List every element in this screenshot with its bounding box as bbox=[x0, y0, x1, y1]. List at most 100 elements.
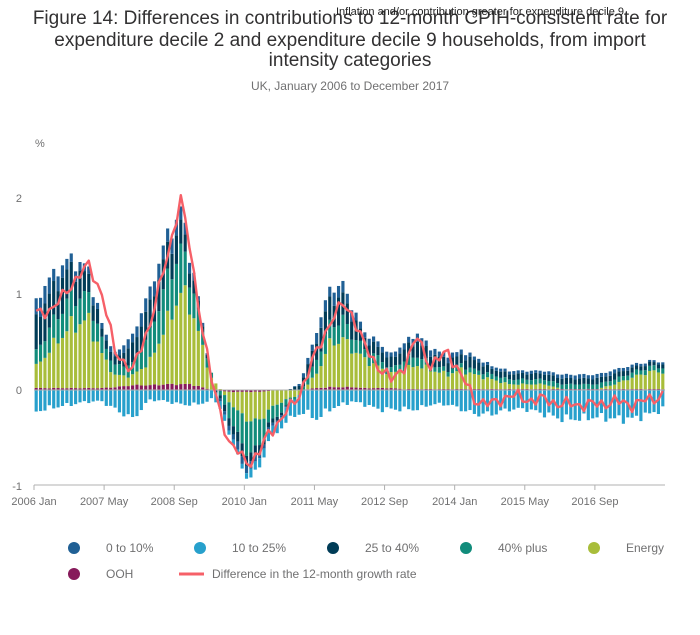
bar-twentyfive-to-forty bbox=[468, 356, 472, 368]
bar-twentyfive-to-forty bbox=[258, 445, 262, 454]
bar-energy bbox=[249, 392, 253, 422]
bar-ooh bbox=[656, 388, 660, 390]
bar-forty-plus bbox=[301, 386, 306, 390]
bar-zero-to-ten bbox=[354, 312, 358, 321]
bar-twentyfive-to-forty bbox=[437, 356, 441, 368]
bar-ten-to-twentyfive bbox=[288, 402, 292, 416]
bar-zero-to-ten bbox=[244, 465, 249, 474]
bar-zero-to-ten bbox=[621, 367, 625, 372]
bar-ten-to-twentyfive bbox=[380, 390, 384, 413]
bar-forty-plus bbox=[148, 327, 152, 357]
bar-zero-to-ten bbox=[358, 321, 363, 329]
bar-energy bbox=[284, 390, 288, 400]
bar-forty-plus bbox=[363, 349, 367, 358]
bar-forty-plus bbox=[639, 370, 643, 375]
bar-forty-plus bbox=[586, 383, 590, 389]
bar-forty-plus bbox=[464, 369, 468, 375]
bar-ten-to-twentyfive bbox=[161, 390, 165, 401]
bar-twentyfive-to-forty bbox=[442, 356, 446, 367]
bar-energy bbox=[608, 385, 612, 390]
bar-forty-plus bbox=[648, 365, 652, 371]
bar-zero-to-ten bbox=[507, 371, 512, 375]
bar-ooh bbox=[231, 390, 235, 393]
bar-forty-plus bbox=[420, 359, 424, 369]
bar-forty-plus bbox=[253, 418, 257, 446]
bar-ten-to-twentyfive bbox=[341, 390, 345, 403]
bar-twentyfive-to-forty bbox=[538, 373, 542, 379]
legend-swatch bbox=[460, 542, 472, 554]
bar-twentyfive-to-forty bbox=[595, 377, 599, 385]
bar-energy bbox=[95, 341, 100, 389]
bar-twentyfive-to-forty bbox=[630, 367, 634, 373]
bar-twentyfive-to-forty bbox=[266, 422, 271, 427]
bar-energy bbox=[214, 383, 218, 390]
bar-ooh bbox=[82, 388, 86, 390]
bar-forty-plus bbox=[152, 321, 157, 353]
bar-zero-to-ten bbox=[494, 367, 498, 371]
bar-forty-plus bbox=[358, 340, 363, 354]
bar-twentyfive-to-forty bbox=[293, 386, 297, 390]
bar-ooh bbox=[363, 387, 367, 390]
bar-forty-plus bbox=[534, 379, 538, 385]
bar-forty-plus bbox=[319, 351, 323, 367]
bar-twentyfive-to-forty bbox=[82, 271, 86, 292]
bar-ooh bbox=[411, 388, 415, 390]
bar-forty-plus bbox=[328, 319, 332, 339]
bar-forty-plus bbox=[39, 344, 43, 362]
legend-label: 0 to 10% bbox=[106, 541, 154, 555]
bar-energy bbox=[481, 379, 485, 390]
bar-twentyfive-to-forty bbox=[43, 303, 47, 342]
bar-forty-plus bbox=[354, 340, 358, 353]
bar-ten-to-twentyfive bbox=[100, 390, 104, 402]
bar-forty-plus bbox=[249, 421, 253, 453]
bar-ooh bbox=[95, 388, 100, 390]
bar-twentyfive-to-forty bbox=[577, 378, 582, 385]
bar-zero-to-ten bbox=[437, 351, 441, 357]
bar-twentyfive-to-forty bbox=[490, 368, 494, 374]
bar-ooh bbox=[507, 388, 512, 390]
bar-forty-plus bbox=[47, 327, 51, 353]
bar-ten-to-twentyfive bbox=[389, 390, 393, 409]
bar-forty-plus bbox=[468, 367, 472, 373]
bar-ten-to-twentyfive bbox=[437, 390, 441, 403]
bar-twentyfive-to-forty bbox=[34, 314, 38, 350]
legend-label: OOH bbox=[106, 567, 133, 581]
bar-zero-to-ten bbox=[643, 363, 647, 367]
bar-twentyfive-to-forty bbox=[516, 373, 520, 380]
bar-zero-to-ten bbox=[591, 375, 595, 380]
bar-forty-plus bbox=[621, 376, 625, 381]
bar-zero-to-ten bbox=[389, 352, 393, 357]
bar-forty-plus bbox=[244, 421, 249, 456]
bar-ten-to-twentyfive bbox=[122, 390, 126, 417]
bar-twentyfive-to-forty bbox=[389, 356, 393, 368]
bar-ooh bbox=[144, 385, 148, 390]
bar-energy bbox=[109, 372, 113, 388]
bar-twentyfive-to-forty bbox=[415, 341, 419, 358]
bar-zero-to-ten bbox=[586, 375, 590, 379]
bar-energy bbox=[122, 375, 126, 387]
bar-forty-plus bbox=[218, 390, 222, 396]
bar-ooh bbox=[442, 388, 446, 390]
bar-energy bbox=[43, 357, 47, 389]
bar-forty-plus bbox=[315, 359, 319, 374]
bar-forty-plus bbox=[599, 382, 604, 388]
bar-ten-to-twentyfive bbox=[591, 390, 595, 419]
bar-forty-plus bbox=[411, 357, 415, 368]
bar-energy bbox=[424, 364, 428, 389]
bar-energy bbox=[266, 391, 271, 410]
bar-ten-to-twentyfive bbox=[271, 425, 275, 435]
bar-twentyfive-to-forty bbox=[485, 364, 490, 373]
bar-ooh bbox=[91, 388, 95, 390]
bar-twentyfive-to-forty bbox=[626, 370, 630, 376]
bar-ten-to-twentyfive bbox=[223, 414, 227, 421]
bar-twentyfive-to-forty bbox=[503, 371, 507, 378]
bar-forty-plus bbox=[643, 370, 647, 376]
bar-zero-to-ten bbox=[293, 386, 297, 387]
bar-ten-to-twentyfive bbox=[393, 390, 398, 410]
bar-zero-to-ten bbox=[161, 245, 165, 260]
bar-twentyfive-to-forty bbox=[131, 342, 135, 363]
bar-ten-to-twentyfive bbox=[363, 390, 367, 407]
bar-zero-to-ten bbox=[170, 238, 174, 254]
bar-twentyfive-to-forty bbox=[74, 281, 78, 307]
bar-ten-to-twentyfive bbox=[126, 390, 130, 415]
